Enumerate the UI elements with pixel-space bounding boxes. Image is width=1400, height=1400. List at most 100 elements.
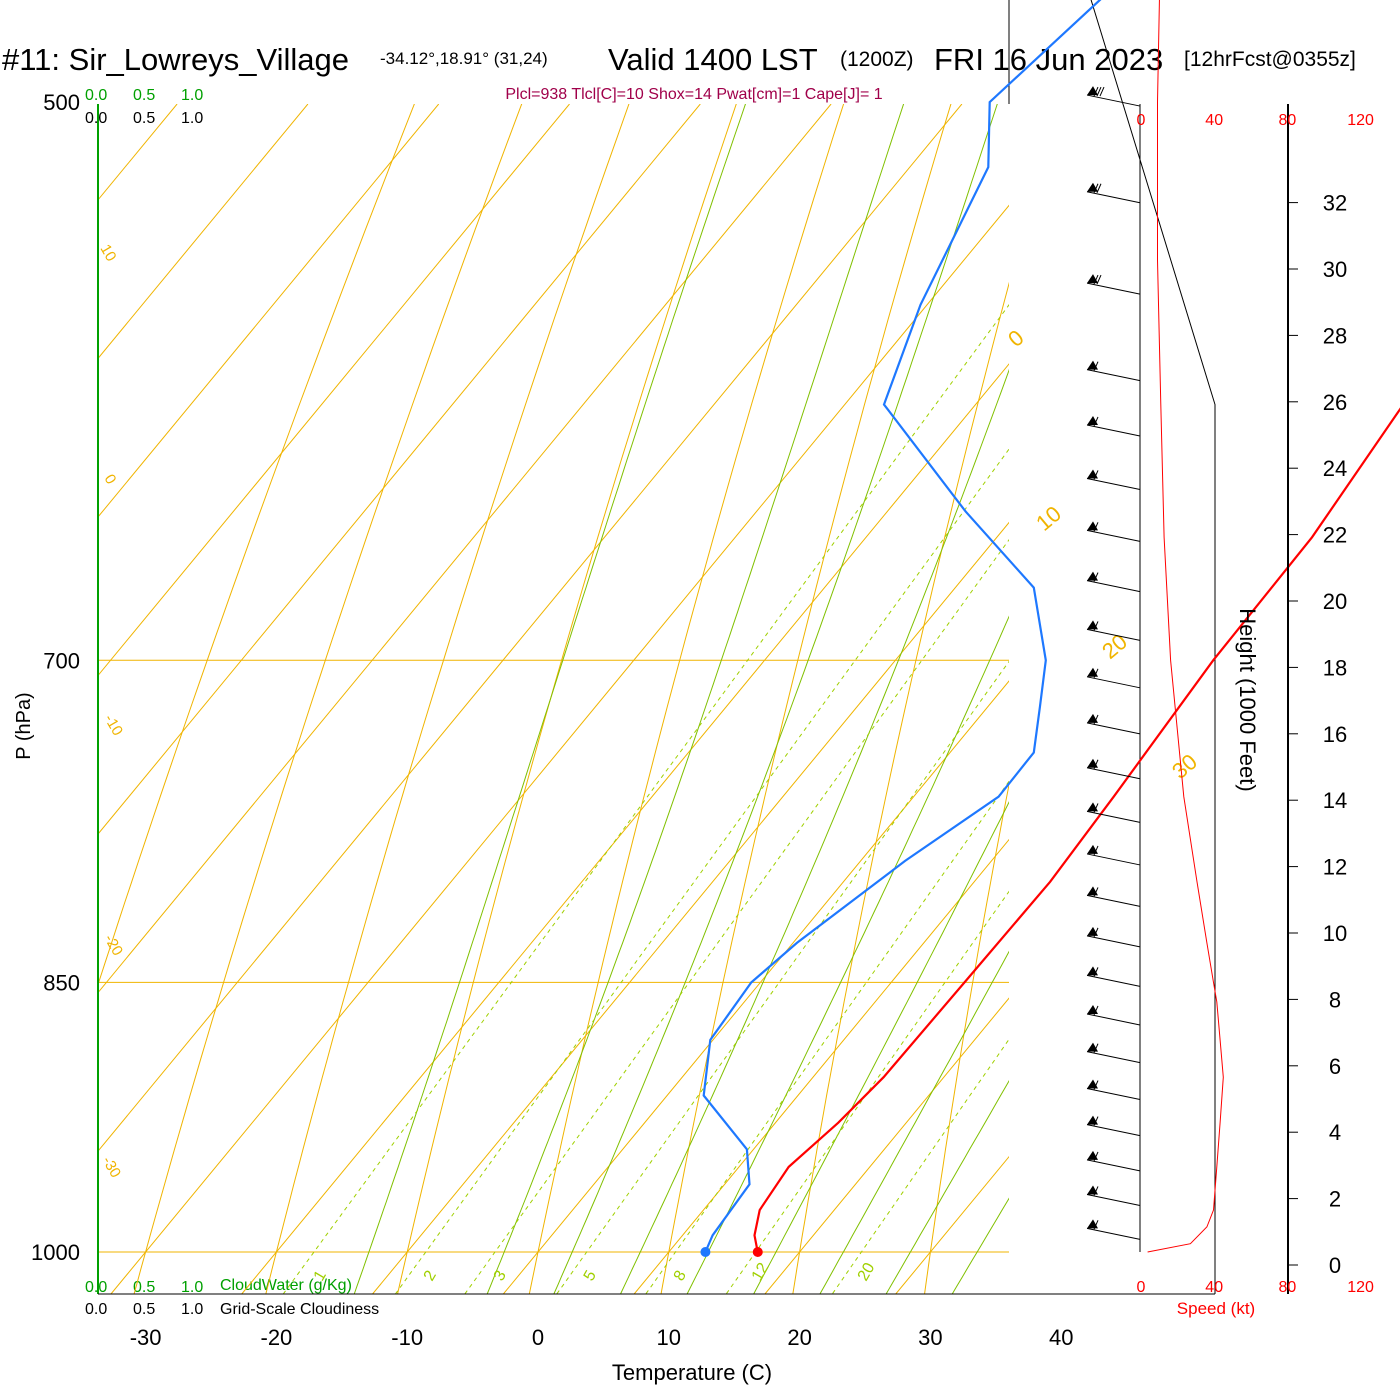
- wind-barb-staff: [1086, 191, 1141, 204]
- wind-barb-staff: [1086, 894, 1141, 907]
- mixing-ratio-label: 12: [749, 1260, 773, 1284]
- cloud-scale-top: 0.0 0.5 1.0 0.0 0.5 1.0: [85, 87, 203, 127]
- isotherm-line: [1027, 104, 1400, 1294]
- cloudwater-tick-0: 0.0: [85, 1279, 107, 1296]
- wind-barb-feather: [1093, 1116, 1099, 1126]
- wind-barb: [1086, 1079, 1141, 1101]
- dewpoint-trace: [702, 0, 1102, 1253]
- mixing-ratio-label: 5: [581, 1268, 600, 1284]
- wind-barb: [1086, 886, 1141, 907]
- wind-barb: [1086, 667, 1141, 689]
- isotherm-line: [372, 521, 1009, 1294]
- isotherm-line: [1157, 104, 1400, 1294]
- isotherm-label: 10: [97, 242, 120, 265]
- wind-barb: [1086, 620, 1141, 641]
- isotherm-line: [98, 104, 701, 835]
- moist-adiabat: [753, 801, 1009, 1294]
- speed-tick-label-bottom: 0: [1137, 1279, 1146, 1296]
- height-tick-label: 30: [1323, 257, 1347, 282]
- temperature-tick-label: 40: [1049, 1325, 1073, 1350]
- wind-speed-profile: [1147, 0, 1224, 1253]
- wind-barb: [1086, 469, 1141, 490]
- wind-barb-staff: [1086, 810, 1141, 823]
- moist-adiabat: [619, 368, 1009, 1294]
- mixing-ratio-line: [725, 890, 1009, 1294]
- wind-barb-staff: [1086, 935, 1141, 948]
- isotherm-line: [98, 104, 440, 518]
- speed-tick-label-bottom: 40: [1205, 1279, 1223, 1296]
- wind-barb: [1086, 1115, 1141, 1137]
- temperature-trace: [753, 407, 1400, 1253]
- height-tick-label: 4: [1329, 1120, 1341, 1145]
- height-tick-label: 28: [1323, 323, 1347, 348]
- dry-adiabat: [397, 104, 737, 1294]
- speed-tick-label-top: 80: [1279, 112, 1297, 129]
- height-tick-label: 18: [1323, 655, 1347, 680]
- isotherm-label: 20: [1097, 629, 1132, 664]
- speed-tick-label-bottom: 80: [1279, 1279, 1297, 1296]
- mixing-ratio-line: [831, 1038, 1009, 1294]
- wind-barb: [1086, 274, 1141, 295]
- height-tick-label: 12: [1323, 855, 1347, 880]
- wind-barb-staff: [1086, 974, 1141, 987]
- wind-barb: [1086, 926, 1141, 948]
- wind-barb: [1086, 86, 1141, 107]
- stability-indices: Plcl=938 Tlcl[C]=10 Shox=14 Pwat[cm]=1 C…: [505, 86, 882, 103]
- temperature-tick-label: -30: [130, 1325, 162, 1350]
- wind-barb-staff: [1086, 282, 1141, 295]
- moist-adiabat: [486, 104, 905, 1294]
- temperature-tick-label: -10: [391, 1325, 423, 1350]
- wind-barb-staff: [1086, 477, 1141, 490]
- sounding-traces: [700, 0, 1400, 1257]
- mixing-ratio-label: 20: [855, 1260, 879, 1284]
- wind-barb-feather: [1093, 927, 1099, 938]
- dry-adiabat: [98, 104, 415, 987]
- wind-barb: [1086, 1042, 1141, 1064]
- dry-adiabat: [792, 281, 1009, 1294]
- wind-barb-staff: [1086, 424, 1141, 437]
- wind-barb: [1086, 844, 1141, 866]
- moist-adiabat: [686, 615, 1009, 1294]
- station-coords: -34.12°,18.91° (31,24): [380, 49, 548, 68]
- dry-adiabat: [660, 104, 952, 1294]
- wind-barb: [1086, 571, 1141, 593]
- x-axis-label: Temperature (C): [612, 1360, 772, 1385]
- isotherm-line: [98, 104, 309, 360]
- isotherms: [98, 104, 1400, 1294]
- y-axis-label: P (hPa): [13, 692, 35, 759]
- speed-profile-line: [1147, 0, 1224, 1253]
- height-tick-label: 20: [1323, 589, 1347, 614]
- cloudwater-tick-2: 1.0: [181, 87, 203, 104]
- cloudiness-label: Grid-Scale Cloudiness: [220, 1301, 379, 1318]
- wind-barb-staff: [1086, 676, 1141, 689]
- height-tick-label: 22: [1323, 523, 1347, 548]
- station-title: #11: Sir_Lowreys_Village: [2, 42, 349, 77]
- wind-barb-feather: [1093, 714, 1099, 725]
- wind-barb-staff: [1086, 580, 1141, 593]
- cloud-scale-bottom: 0.0 0.5 1.0 CloudWater (g/Kg) 0.0 0.5 1.…: [85, 1277, 379, 1318]
- wind-barb-staff: [1086, 1159, 1141, 1172]
- axes: 2503004005007008501000-30-20-10010203040…: [31, 90, 1374, 1350]
- isotherm-line: [764, 997, 1009, 1294]
- isotherm-line: [98, 104, 832, 994]
- isotherm-label: 30: [1167, 749, 1202, 784]
- isobars: [98, 659, 1009, 1253]
- moist-adiabat: [553, 104, 998, 1294]
- cloudiness-tick-1: 0.5: [133, 110, 155, 127]
- wind-barb: [1086, 1219, 1141, 1240]
- wind-barb: [1086, 1150, 1141, 1172]
- dry-adiabat: [528, 104, 845, 1294]
- isotherm-label: -10: [101, 712, 127, 739]
- cloudiness-tick-0: 0.0: [85, 1301, 107, 1318]
- wind-barb: [1086, 1185, 1141, 1206]
- wind-barb-staff: [1086, 1193, 1141, 1206]
- height-tick-label: 32: [1323, 191, 1347, 216]
- wind-barb-feather: [1093, 1005, 1099, 1016]
- wind-barb-staff: [1086, 529, 1141, 542]
- wind-barb-feather: [1093, 416, 1099, 427]
- cloudwater-tick-0: 0.0: [85, 87, 107, 104]
- pressure-tick-label: 700: [43, 648, 80, 673]
- wind-barb-feather: [1093, 803, 1099, 813]
